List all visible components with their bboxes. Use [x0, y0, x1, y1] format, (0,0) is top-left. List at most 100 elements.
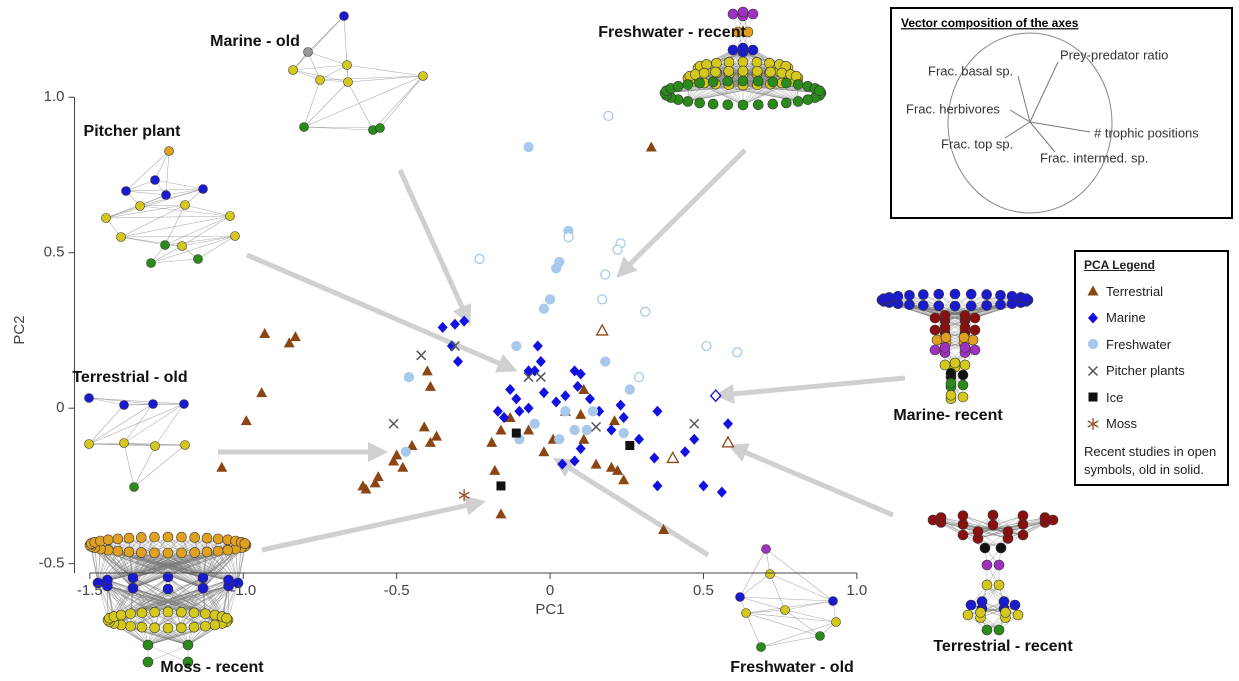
point — [489, 465, 500, 475]
point — [578, 434, 589, 444]
network-node — [117, 233, 126, 242]
point — [680, 446, 690, 457]
network-node — [149, 532, 159, 542]
network-node — [724, 57, 734, 67]
network-node — [673, 81, 683, 91]
point — [711, 390, 721, 401]
point — [373, 471, 384, 481]
network-label: Freshwater - old — [730, 659, 854, 676]
point — [530, 419, 539, 428]
network-node — [708, 77, 718, 87]
point — [606, 424, 616, 435]
point — [453, 356, 463, 367]
x-tick-label: 0 — [546, 582, 554, 599]
network-node — [723, 76, 733, 86]
network-node — [960, 310, 970, 320]
network-node — [994, 580, 1004, 590]
network-label: Moss - recent — [160, 659, 264, 676]
point — [241, 415, 252, 425]
network-node — [126, 609, 136, 619]
y-axis-label: PC2 — [11, 315, 28, 344]
network-node — [781, 606, 790, 615]
network-node — [223, 545, 233, 555]
network-node — [930, 325, 940, 335]
network-node — [136, 548, 146, 558]
arrows — [218, 150, 905, 555]
point — [733, 348, 742, 357]
point — [495, 508, 506, 518]
point — [690, 419, 699, 428]
network-node — [832, 618, 841, 627]
network-node — [934, 289, 944, 299]
legend-label: Marine — [1106, 310, 1146, 325]
point — [652, 406, 662, 417]
network-node — [958, 511, 968, 521]
x-tick-label: -0.5 — [384, 582, 410, 599]
network-node — [116, 610, 126, 620]
legend-marker — [1084, 311, 1102, 325]
network-node — [419, 72, 428, 81]
point — [259, 328, 270, 338]
legend-label: Pitcher plants — [1106, 363, 1185, 378]
network-node — [240, 539, 250, 549]
point — [524, 403, 534, 414]
network-node — [130, 483, 139, 492]
point — [698, 480, 708, 491]
network-node — [803, 95, 813, 105]
y-tick-label: 0.5 — [44, 244, 65, 261]
network-node — [738, 43, 748, 53]
network-edge — [373, 76, 423, 130]
network-node — [724, 66, 734, 76]
point — [496, 481, 505, 490]
network-edge — [134, 445, 185, 487]
network-node — [343, 61, 352, 70]
network-node — [963, 610, 973, 620]
network-node — [113, 546, 123, 556]
network-node — [190, 548, 200, 558]
point — [397, 462, 408, 472]
network-node — [936, 513, 946, 523]
network-node — [165, 147, 174, 156]
point — [616, 400, 626, 411]
network-node — [137, 622, 147, 632]
point — [290, 331, 301, 341]
legend-note: Recent studies in open symbols, old in s… — [1084, 443, 1221, 479]
network-node — [1010, 600, 1020, 610]
point — [702, 341, 711, 350]
network-node — [966, 301, 976, 311]
legend: PCA Legend TerrestrialMarineFreshwaterPi… — [1074, 250, 1229, 486]
y-tick-label: -0.5 — [39, 555, 65, 572]
network-label: Pitcher plant — [84, 123, 182, 140]
point — [536, 356, 546, 367]
point — [417, 351, 426, 360]
network-node — [959, 332, 969, 342]
network-node — [180, 400, 189, 409]
point — [555, 435, 564, 444]
network-node — [982, 290, 992, 300]
point — [634, 434, 644, 445]
vector-label: # trophic positions — [1094, 125, 1199, 140]
network-node — [742, 609, 751, 618]
point — [570, 425, 579, 434]
network-node — [683, 96, 693, 106]
network-node — [752, 66, 762, 76]
network-node — [748, 9, 758, 19]
network-node — [918, 300, 928, 310]
network-node — [904, 290, 914, 300]
network-node — [136, 532, 146, 542]
point — [1089, 366, 1098, 375]
network-node — [793, 80, 803, 90]
network-node — [136, 202, 145, 211]
vector-label: Prey-predator ratio — [1060, 47, 1168, 62]
network-node — [777, 68, 787, 78]
network-edge — [185, 205, 230, 216]
network-edge — [740, 597, 785, 610]
network-node — [176, 607, 186, 617]
network-node — [829, 597, 838, 606]
x-axis-label: PC1 — [535, 601, 564, 618]
network-node — [161, 241, 170, 250]
network-node — [968, 335, 978, 345]
network-node — [128, 573, 138, 583]
arrow — [722, 378, 905, 395]
point — [425, 381, 436, 391]
